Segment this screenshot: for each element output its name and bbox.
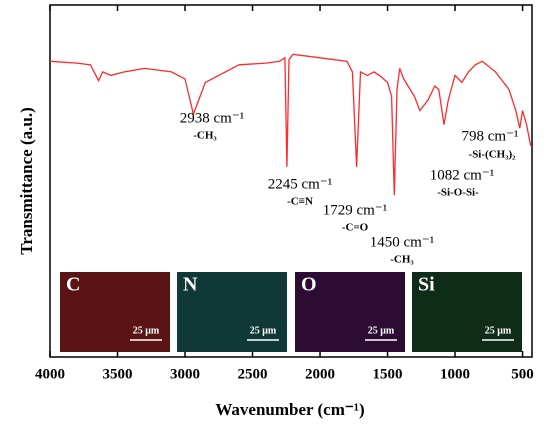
x-tick-label: 500 [511, 366, 534, 382]
inset-label: N [183, 274, 198, 296]
inset-label: Si [418, 274, 435, 296]
peak-annotation: 1082 cm⁻¹ [430, 167, 495, 183]
x-tick-label: 1000 [440, 366, 470, 382]
peak-group: -C≡N [287, 196, 313, 208]
x-tick-label: 1500 [373, 366, 403, 382]
peak-group: -Si-(CH₃)₂ [469, 149, 517, 161]
peak-group: -Si-O-Si- [437, 187, 479, 199]
scale-bar-label: 25 μm [250, 325, 277, 336]
x-axis-label: Wavenumber (cm⁻¹) [215, 400, 364, 419]
inset-image [412, 272, 522, 352]
inset-image [60, 272, 170, 352]
x-tick-label: 3500 [103, 366, 133, 382]
plot-frame [49, 4, 533, 358]
spectrum-line [49, 53, 532, 196]
peak-group: -CH₃ [193, 130, 217, 142]
scale-bar-label: 25 μm [485, 325, 512, 336]
peak-annotation: 2938 cm⁻¹ [180, 110, 245, 126]
peak-group: -CH₃ [390, 254, 414, 266]
scale-bar-label: 25 μm [133, 325, 160, 336]
x-tick-label: 3000 [170, 366, 200, 382]
inset-image [295, 272, 405, 352]
peak-annotation: 798 cm⁻¹ [462, 128, 519, 144]
peak-group: -C=O [342, 222, 369, 234]
inset-label: C [66, 274, 80, 296]
y-axis-label: Transmittance (a.u.) [17, 107, 36, 254]
peak-annotation: 1450 cm⁻¹ [370, 234, 435, 250]
x-tick-label: 2500 [238, 366, 268, 382]
inset-label: O [301, 274, 317, 296]
x-tick-label: 4000 [35, 366, 65, 382]
inset-image [177, 272, 287, 352]
scale-bar-label: 25 μm [368, 325, 395, 336]
peak-annotation: 2245 cm⁻¹ [268, 176, 333, 192]
x-tick-label: 2000 [305, 366, 335, 382]
peak-annotation: 1729 cm⁻¹ [323, 202, 388, 218]
